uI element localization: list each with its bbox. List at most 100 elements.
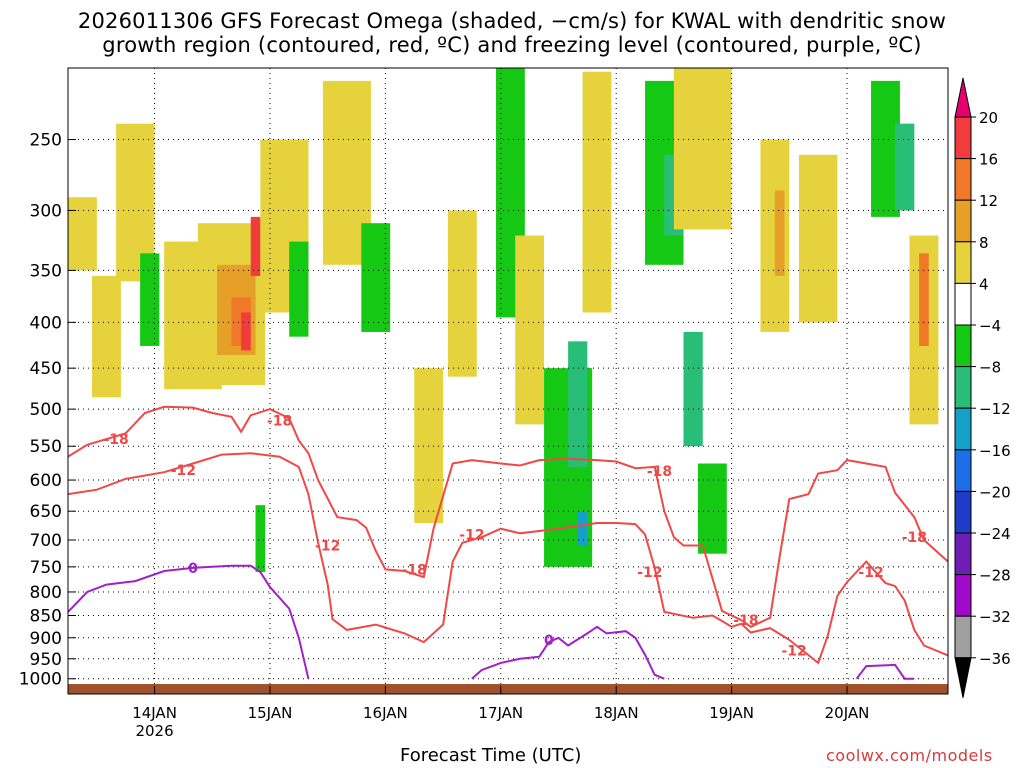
- y-axis: 2503003504004505005506006507007508008509…: [19, 131, 76, 690]
- grid-lines: [68, 68, 948, 694]
- colorbar-label: −24: [979, 525, 1011, 543]
- colorbar-label: 12: [979, 192, 998, 210]
- y-tick-label: 300: [30, 201, 62, 221]
- contour-label: -12: [637, 565, 662, 581]
- colorbar-label: −36: [979, 650, 1011, 668]
- x-tick-label: 18JAN: [594, 704, 639, 722]
- contour-line: [471, 625, 665, 680]
- y-tick-label: 550: [30, 437, 62, 457]
- contour-label: -12: [315, 539, 340, 555]
- chart-subtitle: growth region (contoured, red, ºC) and f…: [102, 33, 922, 57]
- omega-cell: [798, 154, 838, 323]
- contour-label: -12: [459, 527, 484, 543]
- contour-line: [68, 564, 310, 679]
- y-tick-label: 500: [30, 400, 62, 420]
- contour-label: -18: [267, 414, 292, 430]
- omega-cell: [68, 197, 97, 271]
- contour-label: 0: [188, 561, 198, 577]
- contour-line: [855, 663, 915, 680]
- y-tick-label: 400: [30, 313, 62, 333]
- contour-label: -12: [781, 644, 806, 660]
- colorbar-arrow-bottom: [954, 657, 972, 698]
- colorbar-label: −8: [979, 359, 1001, 377]
- contour-label: -18: [902, 530, 927, 546]
- contour-line: [68, 452, 948, 665]
- colorbar-swatch: [954, 282, 972, 326]
- contour-label: -18: [402, 562, 427, 578]
- colorbar-arrow-top: [954, 77, 972, 118]
- colorbar-swatch: [954, 116, 972, 160]
- contour-label: -12: [858, 565, 883, 581]
- contour-line: [68, 405, 948, 628]
- y-tick-label: 350: [30, 261, 62, 281]
- colorbar-label: 4: [979, 275, 989, 293]
- y-tick-label: 700: [30, 531, 62, 551]
- y-tick-label: 750: [30, 558, 62, 578]
- omega-cell: [241, 312, 251, 351]
- colorbar-swatch: [954, 615, 972, 659]
- plot-frame: [67, 67, 949, 695]
- x-tick-label: 14JAN: [132, 704, 177, 722]
- y-tick-label: 950: [30, 650, 62, 670]
- contour-lines: -12 -12 -12 -12 -12 -12 -18 -18 -18 -18 -18 -18 0 0: [68, 405, 948, 680]
- x-tick-label: 15JAN: [248, 704, 293, 722]
- omega-cell: [577, 511, 588, 546]
- colorbar-label: 8: [979, 234, 989, 252]
- y-tick-label: 250: [30, 131, 62, 151]
- omega-cell: [414, 368, 444, 523]
- colorbar-label: −20: [979, 483, 1011, 501]
- y-tick-label: 850: [30, 607, 62, 627]
- x-tick-label: 20JAN: [825, 704, 870, 722]
- y-tick-label: 900: [30, 629, 62, 649]
- y-tick-label: 1000: [19, 670, 62, 690]
- x-tick-label: 19JAN: [709, 704, 754, 722]
- colorbar-label: 16: [979, 151, 998, 169]
- contour-label: 0: [544, 633, 554, 649]
- ground-terrain: [68, 684, 948, 694]
- contour-label: -12: [171, 463, 196, 479]
- y-tick-label: 450: [30, 359, 62, 379]
- x-tick-label: 17JAN: [478, 704, 523, 722]
- credit-link[interactable]: coolwx.com/models: [826, 746, 993, 765]
- omega-cell: [568, 341, 588, 467]
- omega-cell: [92, 275, 121, 398]
- omega-cell: [683, 331, 703, 447]
- omega-cell: [582, 71, 612, 313]
- colorbar-swatch: [954, 449, 972, 492]
- colorbar-label: −16: [979, 442, 1011, 460]
- omega-cell: [697, 463, 727, 554]
- x-axis-label: Forecast Time (UTC): [400, 745, 582, 766]
- colorbar-swatch: [954, 407, 972, 451]
- colorbar-swatch: [954, 199, 972, 243]
- colorbar-label: −4: [979, 317, 1001, 335]
- contour-label: -18: [733, 613, 758, 629]
- omega-cell: [361, 223, 391, 332]
- omega-cell: [515, 235, 545, 425]
- contour-label: -18: [647, 464, 672, 480]
- chart-title: 2026011306 GFS Forecast Omega (shaded, −…: [77, 9, 947, 33]
- omega-cell: [255, 505, 266, 573]
- colorbar-swatch: [954, 241, 972, 284]
- colorbar-swatch: [954, 366, 972, 409]
- omega-cell: [774, 190, 785, 276]
- omega-cell: [895, 123, 915, 211]
- colorbar-label: 20: [979, 109, 998, 127]
- colorbar-label: −12: [979, 400, 1011, 418]
- omega-cell: [289, 241, 309, 337]
- colorbar-swatch: [954, 158, 972, 201]
- colorbar-swatch: [954, 324, 972, 368]
- omega-shading: [68, 68, 939, 573]
- colorbar-swatch: [954, 574, 972, 617]
- x-tick-label: 16JAN: [363, 704, 408, 722]
- omega-cell: [673, 68, 732, 230]
- y-tick-label: 600: [30, 471, 62, 491]
- omega-cell: [919, 253, 929, 346]
- y-tick-label: 650: [30, 502, 62, 522]
- omega-cell: [140, 253, 160, 346]
- colorbar-label: −32: [979, 608, 1011, 626]
- colorbar-swatch: [954, 490, 972, 534]
- colorbar-label: −28: [979, 567, 1011, 585]
- colorbar-swatch: [954, 532, 972, 576]
